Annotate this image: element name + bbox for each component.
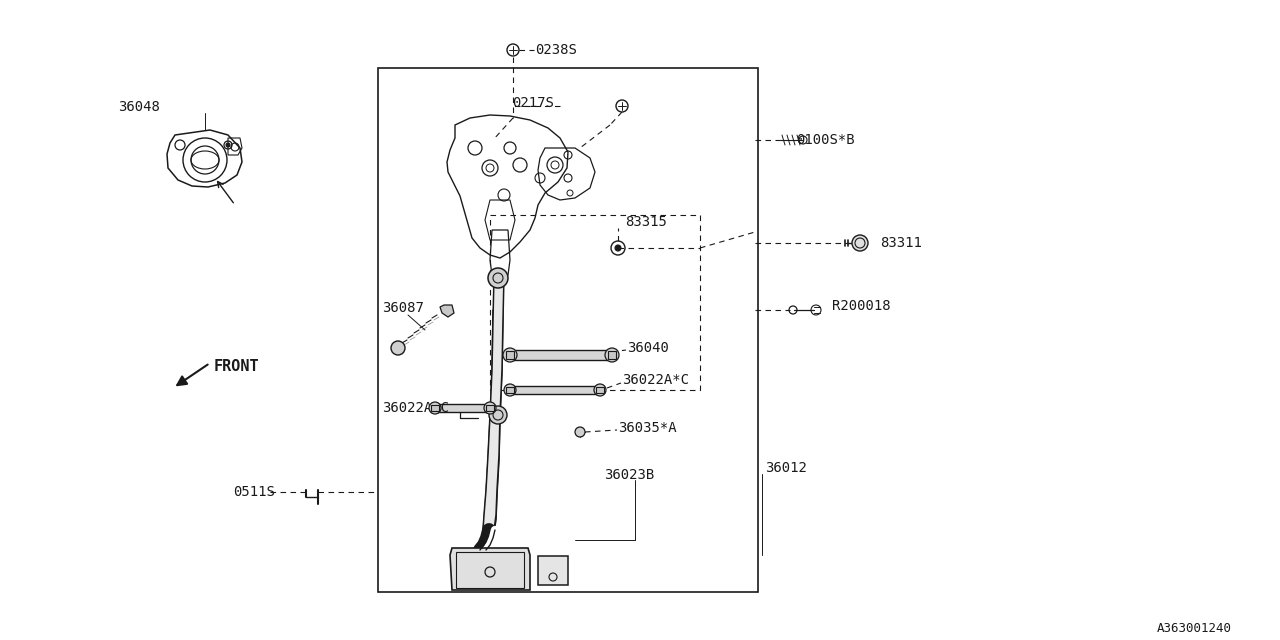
Polygon shape bbox=[483, 275, 504, 530]
Circle shape bbox=[605, 348, 620, 362]
Text: 36022A*C: 36022A*C bbox=[622, 373, 689, 387]
Text: 36048: 36048 bbox=[118, 100, 160, 114]
Text: FRONT: FRONT bbox=[214, 358, 260, 374]
Polygon shape bbox=[509, 386, 600, 394]
Text: 0238S: 0238S bbox=[535, 43, 577, 57]
Circle shape bbox=[614, 245, 621, 251]
Polygon shape bbox=[435, 404, 490, 412]
Polygon shape bbox=[596, 387, 604, 393]
Circle shape bbox=[484, 402, 497, 414]
Text: 0511S: 0511S bbox=[233, 485, 275, 499]
Circle shape bbox=[594, 384, 605, 396]
Text: 36087: 36087 bbox=[381, 301, 424, 315]
Text: 83315: 83315 bbox=[625, 215, 667, 229]
Circle shape bbox=[575, 427, 585, 437]
Polygon shape bbox=[440, 305, 454, 317]
Text: 36022A*C: 36022A*C bbox=[381, 401, 449, 415]
Polygon shape bbox=[506, 387, 515, 393]
Text: 0100S*B: 0100S*B bbox=[796, 133, 855, 147]
Circle shape bbox=[852, 235, 868, 251]
Circle shape bbox=[488, 268, 508, 288]
Circle shape bbox=[489, 406, 507, 424]
Text: 0217S: 0217S bbox=[512, 96, 554, 110]
Polygon shape bbox=[608, 351, 616, 359]
Circle shape bbox=[504, 384, 516, 396]
Polygon shape bbox=[509, 350, 612, 360]
Circle shape bbox=[227, 143, 230, 147]
Polygon shape bbox=[486, 405, 494, 411]
Polygon shape bbox=[451, 548, 530, 590]
Circle shape bbox=[390, 341, 404, 355]
Polygon shape bbox=[506, 351, 515, 359]
Polygon shape bbox=[431, 405, 439, 411]
Text: 36023B: 36023B bbox=[604, 468, 654, 482]
Text: 36012: 36012 bbox=[765, 461, 806, 475]
Text: 36035*A: 36035*A bbox=[618, 421, 677, 435]
Text: A363001240: A363001240 bbox=[1157, 621, 1231, 634]
Circle shape bbox=[429, 402, 442, 414]
Text: 36040: 36040 bbox=[627, 341, 669, 355]
Text: R200018: R200018 bbox=[832, 299, 891, 313]
Polygon shape bbox=[538, 556, 568, 585]
Circle shape bbox=[503, 348, 517, 362]
Text: 83311: 83311 bbox=[881, 236, 922, 250]
